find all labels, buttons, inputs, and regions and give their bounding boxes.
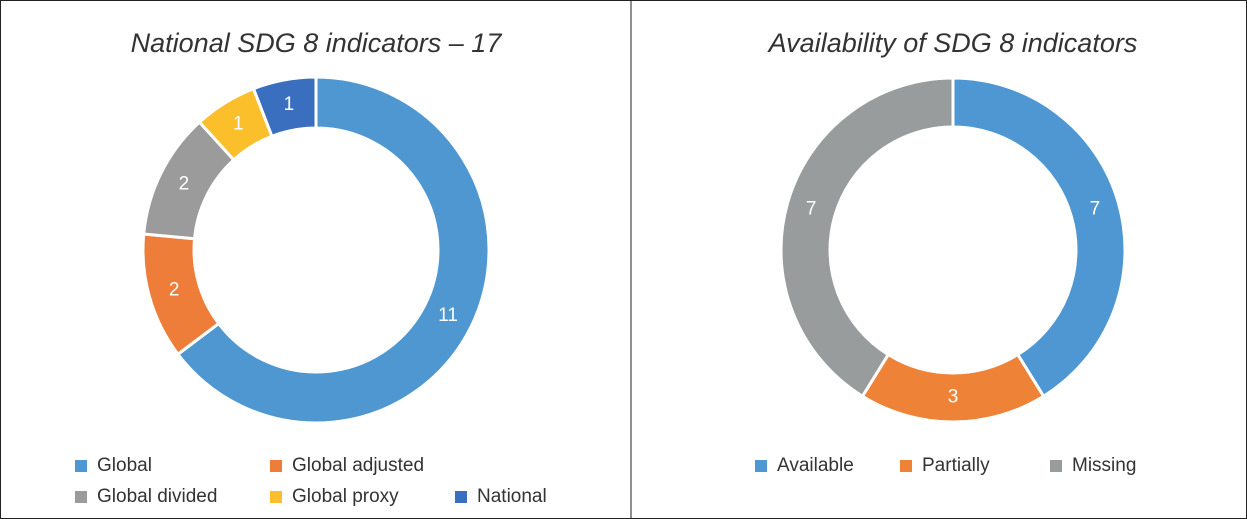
legend-swatch (270, 460, 282, 472)
legend-swatch (270, 491, 282, 503)
legend-swatch (1050, 460, 1062, 472)
value-label: 7 (806, 199, 817, 220)
legend-label: Missing (1072, 455, 1136, 476)
chart-title: National SDG 8 indicators – 17 (131, 28, 503, 58)
value-label: 2 (169, 279, 180, 300)
value-label: 7 (1090, 199, 1101, 220)
value-label: 1 (284, 94, 295, 115)
legend-label: Global (97, 455, 152, 476)
slice (779, 76, 955, 399)
legend-label: Partially (922, 455, 990, 476)
value-label: 3 (948, 387, 959, 408)
legend-label: Available (777, 455, 854, 476)
legend-swatch (75, 491, 87, 503)
legend-label: National (477, 486, 547, 507)
slice (175, 75, 491, 425)
legend-swatch (455, 491, 467, 503)
slice (251, 75, 318, 139)
value-label: 11 (438, 305, 458, 326)
legend-swatch (75, 460, 87, 472)
value-label: 2 (179, 173, 190, 194)
value-label: 1 (233, 114, 244, 135)
legend-label: Global proxy (292, 486, 399, 507)
chart-title: Availability of SDG 8 indicators (767, 28, 1138, 58)
legend-swatch (755, 460, 767, 472)
legend-label: Global divided (97, 486, 217, 507)
legend-label: Global adjusted (292, 455, 424, 476)
legend-swatch (900, 460, 912, 472)
slice (951, 76, 1127, 399)
